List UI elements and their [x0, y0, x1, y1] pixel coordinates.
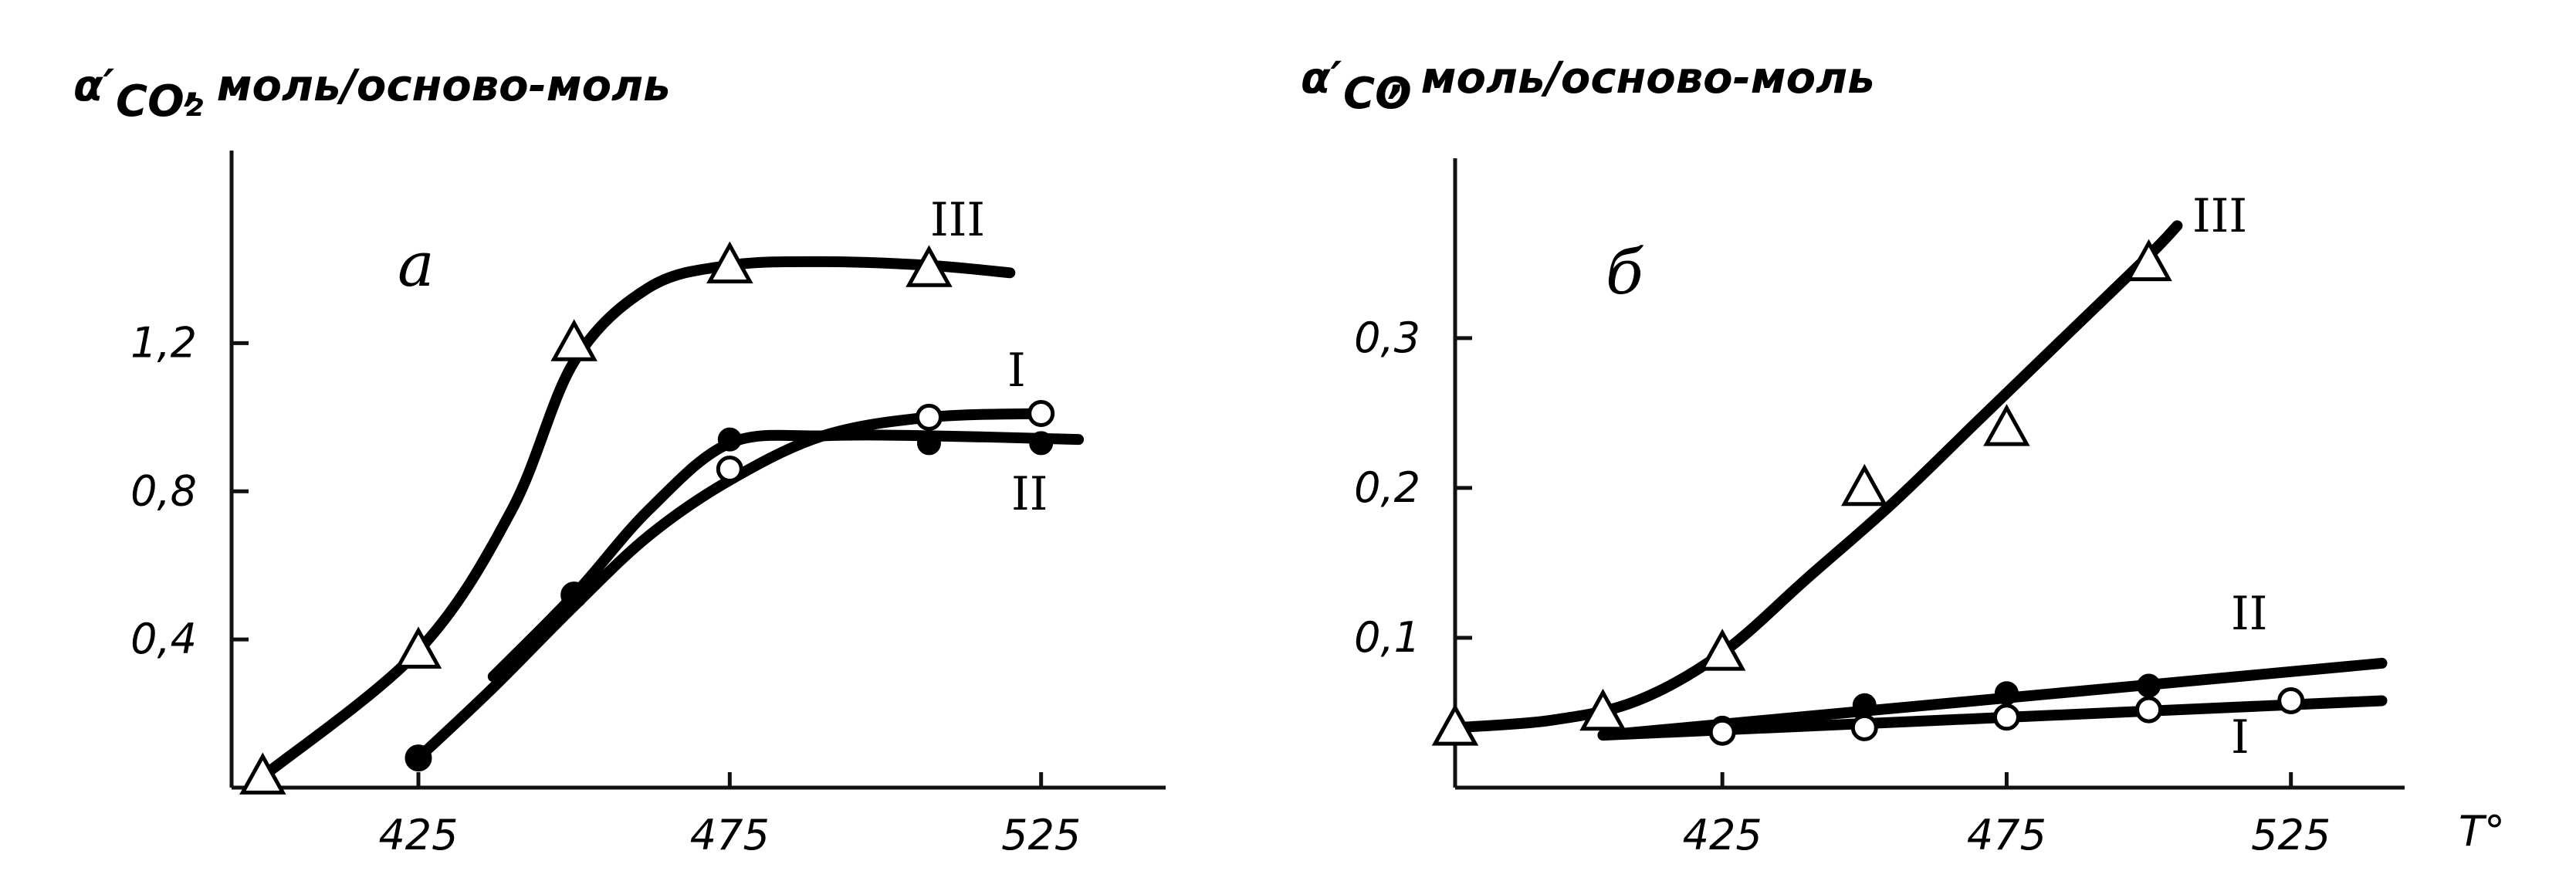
panel-a: α′ CO₂ , моль/осново-моль а 425 475 525 0,4… [73, 61, 1166, 859]
series-label-I-b: I [2231, 710, 2249, 764]
marker-III-b-0 [1431, 703, 1479, 746]
marker-III-b-3 [1841, 463, 1888, 507]
series-label-II-b: II [2231, 587, 2267, 641]
marker-II-b-3 [2137, 673, 2161, 698]
series-label-II-a: II [1011, 467, 1048, 521]
y-tick-label-b-2: 0,3 [1354, 314, 1420, 362]
y-tick-label-b-1: 0,2 [1354, 463, 1420, 512]
marker-II-b-2 [1994, 681, 2019, 706]
y-tick-label-a-1: 0,8 [130, 466, 197, 515]
x-axis-title-b: T° [2459, 807, 2505, 856]
y-axis-title-b: α′ CO , моль/осново-моль [1301, 53, 1875, 119]
markers-a [239, 241, 1055, 795]
y-tick-label-a-0: 0,4 [130, 615, 197, 663]
x-tick-label-b-2: 525 [2251, 811, 2331, 859]
y-axis-symbol-b: α′ [1301, 53, 1342, 103]
series-label-I-a: I [1007, 344, 1026, 398]
marker-III-a-4 [905, 245, 953, 287]
y-axis-units-b: , моль/осново-моль [1388, 53, 1875, 103]
y-axis-title-a: α′ CO₂ , моль/осново-моль [73, 61, 671, 127]
marker-II-a-0 [406, 746, 431, 771]
marker-I-b-1 [1850, 713, 1878, 741]
series-label-III-b: III [2192, 189, 2247, 243]
curves-b [1450, 220, 2388, 741]
marker-II-a-4 [1029, 431, 1054, 456]
marker-I-a-4 [1027, 400, 1055, 428]
y-axis-subscript-b: CO [1343, 69, 1412, 119]
series-line-II-a [487, 429, 1085, 683]
marker-I-b-2 [1992, 703, 2020, 731]
series-line-III-b [1450, 220, 2183, 734]
series-label-III-a: III [930, 193, 985, 247]
marker-III-a-2 [550, 319, 597, 361]
curves-a [257, 256, 1085, 782]
y-axis-symbol-a: α′ [73, 61, 114, 111]
marker-II-a-3 [916, 431, 941, 456]
y-tick-label-b-0: 0,1 [1354, 613, 1420, 662]
ticks-b: 425 475 525 0,1 0,2 0,3 [1354, 314, 2331, 859]
y-tick-label-a-2: 1,2 [130, 318, 197, 367]
ticks-a: 425 475 525 0,4 0,8 1,2 [130, 318, 1081, 859]
marker-III-a-3 [706, 241, 753, 283]
x-tick-label-a-2: 525 [1001, 811, 1081, 859]
marker-II-a-1 [562, 583, 587, 608]
marker-II-a-2 [717, 427, 742, 452]
marker-I-b-3 [2135, 696, 2163, 724]
marker-I-a-2 [716, 456, 743, 483]
x-tick-label-a-1: 475 [690, 811, 770, 859]
marker-I-b-4 [2277, 686, 2305, 714]
x-tick-label-b-0: 425 [1683, 811, 1762, 859]
panel-label-b: б [1606, 236, 1644, 308]
markers-b [1431, 239, 2305, 746]
x-tick-label-b-1: 475 [1967, 811, 2046, 859]
marker-II-b-1 [1852, 693, 1877, 717]
panel-b: α′ CO , моль/осново-моль б 425 475 525 0,1 0… [1301, 53, 2505, 859]
panel-label-a: а [398, 229, 435, 300]
marker-I-a-3 [915, 403, 943, 431]
y-axis-subscript-a: CO₂ [116, 76, 204, 127]
marker-III-b-2 [1698, 629, 1746, 671]
marker-III-b-5 [2125, 239, 2172, 282]
x-tick-label-a-0: 425 [378, 811, 458, 859]
marker-III-b-1 [1579, 688, 1627, 731]
marker-III-b-4 [1983, 404, 2030, 446]
marker-I-b-0 [1708, 718, 1736, 746]
marker-III-a-0 [239, 752, 286, 795]
y-axis-units-a: , моль/осново-моль [184, 61, 671, 111]
marker-III-a-1 [394, 626, 442, 669]
